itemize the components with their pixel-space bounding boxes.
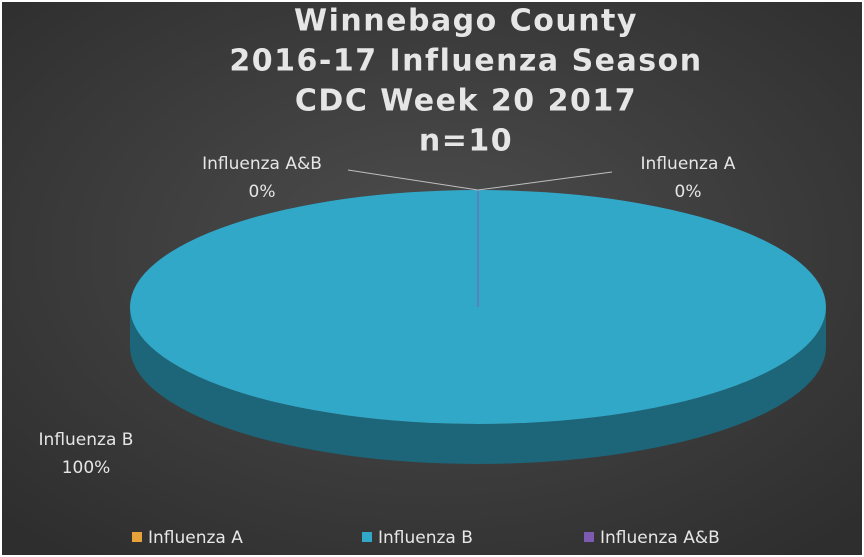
legend: Influenza A Influenza B Influenza A&B (132, 528, 720, 548)
data-label-name: Influenza A&B (202, 154, 322, 174)
pie-slice-side (130, 307, 826, 464)
chart-title: CDC Week 20 2017 (295, 84, 637, 119)
data-labels: Influenza A 0% Influenza B 100% Influenza A&… (39, 154, 736, 478)
data-label-name: Influenza B (39, 430, 134, 450)
legend-swatch (132, 532, 142, 542)
chart-title: Winnebago County (294, 4, 638, 39)
data-label: 100% (62, 458, 111, 478)
legend-label: Influenza A (148, 528, 243, 548)
legend-swatch (362, 532, 372, 542)
leader-line (477, 171, 613, 191)
data-label-name: Influenza A (641, 154, 736, 174)
data-label: 0% (675, 182, 702, 202)
legend-swatch (584, 532, 594, 542)
legend-label: Influenza A&B (600, 528, 720, 548)
chart-title: 2016-17 Influenza Season (229, 44, 702, 79)
chart-title: n=10 (419, 124, 513, 159)
legend-label: Influenza B (378, 528, 473, 548)
leader-line (347, 169, 479, 191)
pie (130, 190, 826, 464)
data-label: 0% (249, 182, 276, 202)
title-group: Winnebago County 2016-17 Influenza Season… (229, 4, 702, 159)
